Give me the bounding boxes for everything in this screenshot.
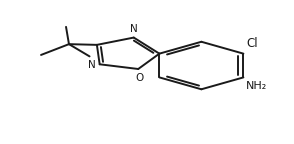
Text: N: N <box>130 24 138 34</box>
Text: N: N <box>88 60 95 70</box>
Text: NH₂: NH₂ <box>246 81 268 91</box>
Text: O: O <box>136 73 144 83</box>
Text: Cl: Cl <box>246 37 258 50</box>
